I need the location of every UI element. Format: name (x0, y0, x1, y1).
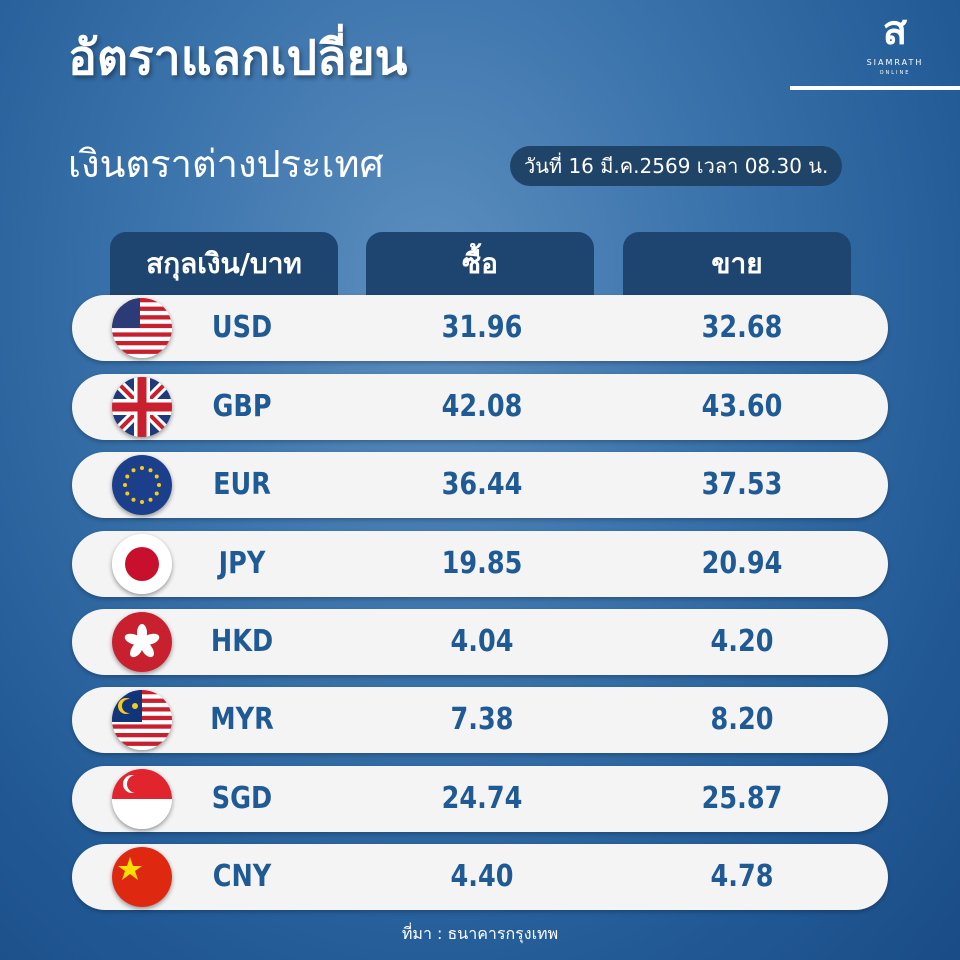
currency-code: EUR (213, 467, 271, 502)
currency-code: CNY (212, 859, 272, 894)
rate-row-hkd: HKD 4.04 4.20 (72, 609, 888, 675)
currency-code: HKD (210, 624, 274, 659)
rate-row-cny: CNY 4.40 4.78 (72, 844, 888, 910)
malaysia-flag-icon (112, 690, 172, 750)
us-flag-icon (112, 298, 172, 358)
hong-kong-flag-icon (112, 612, 172, 672)
currency-code: GBP (212, 389, 272, 424)
sell-rate: 4.78 (710, 859, 774, 894)
currency-code: SGD (211, 781, 273, 816)
logo-brand-sub: ONLINE (879, 70, 911, 76)
sell-rate: 25.87 (701, 781, 783, 816)
date-badge: วันที่ 16 มี.ค.2569 เวลา 08.30 น. (510, 146, 843, 186)
rate-row-usd: USD 31.96 32.68 (72, 295, 888, 361)
header-sell: ขาย (623, 232, 851, 304)
page-title: อัตราแลกเปลี่ยน (68, 30, 408, 86)
currency-code: MYR (210, 702, 274, 737)
eu-flag-icon (112, 455, 172, 515)
singapore-flag-icon (112, 769, 172, 829)
currency-code: JPY (218, 546, 266, 581)
rate-row-gbp: GBP 42.08 43.60 (72, 374, 888, 440)
logo-brand: SIAMRATH (866, 58, 924, 67)
header-currency: สกุลเงิน/บาท (110, 232, 338, 304)
buy-rate: 36.44 (441, 467, 523, 502)
sell-rate: 37.53 (701, 467, 783, 502)
logo-glyph: ส (882, 8, 908, 54)
siamrath-logo: ส SIAMRATH ONLINE (790, 8, 960, 100)
rate-row-sgd: SGD 24.74 25.87 (72, 766, 888, 832)
source-note: ที่มา : ธนาคารกรุงเทพ (401, 924, 559, 943)
sell-rate: 32.68 (701, 310, 783, 345)
buy-rate: 42.08 (441, 389, 523, 424)
uk-flag-icon (112, 377, 172, 437)
currency-code: USD (211, 310, 273, 345)
logo-line (790, 86, 960, 90)
buy-rate: 24.74 (441, 781, 523, 816)
sell-rate: 20.94 (701, 546, 783, 581)
china-flag-icon (112, 847, 172, 907)
header-buy: ซื้อ (366, 232, 594, 304)
buy-rate: 19.85 (441, 546, 523, 581)
rate-row-myr: MYR 7.38 8.20 (72, 687, 888, 753)
buy-rate: 31.96 (441, 310, 523, 345)
buy-rate: 4.40 (450, 859, 514, 894)
sell-rate: 43.60 (701, 389, 783, 424)
rate-row-jpy: JPY 19.85 20.94 (72, 531, 888, 597)
japan-flag-icon (112, 534, 172, 594)
rate-row-eur: EUR 36.44 37.53 (72, 452, 888, 518)
buy-rate: 7.38 (450, 702, 514, 737)
page-subtitle: เงินตราต่างประเทศ (68, 142, 384, 186)
sell-rate: 8.20 (710, 702, 774, 737)
sell-rate: 4.20 (710, 624, 774, 659)
buy-rate: 4.04 (450, 624, 514, 659)
